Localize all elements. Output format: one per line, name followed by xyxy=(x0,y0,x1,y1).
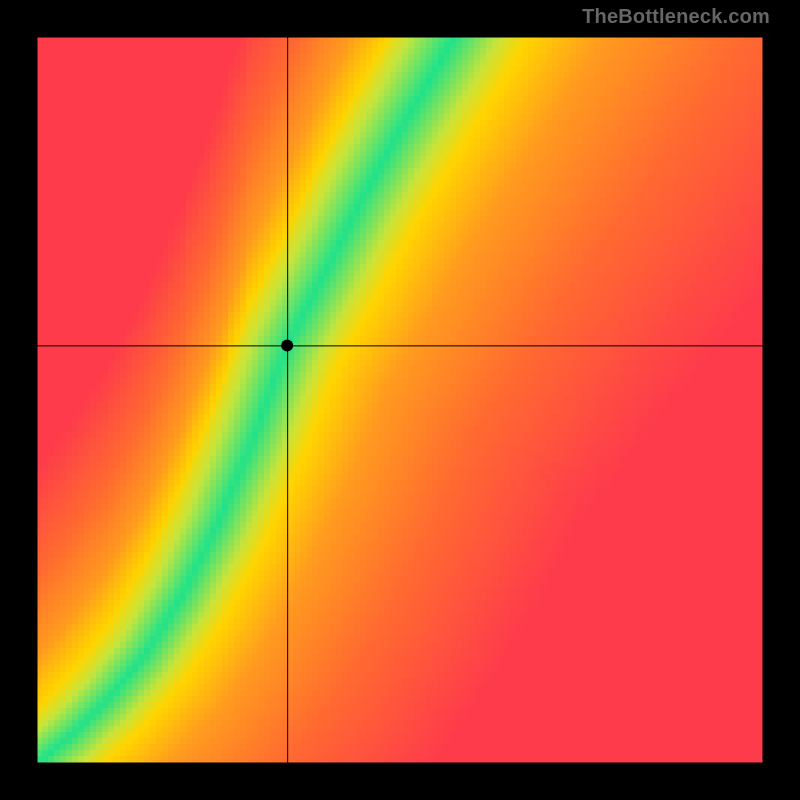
bottleneck-heatmap xyxy=(36,36,764,764)
watermark-text: TheBottleneck.com xyxy=(582,6,770,29)
heatmap-canvas xyxy=(36,36,764,764)
chart-container: TheBottleneck.com xyxy=(0,0,800,800)
